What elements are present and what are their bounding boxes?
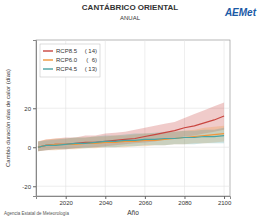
y-tick: -20	[22, 184, 36, 190]
x-tick: 2100	[218, 196, 232, 206]
x-tick-mark	[224, 196, 225, 199]
y-axis: -20 0 20	[22, 41, 36, 197]
legend-swatch	[43, 68, 53, 69]
legend-count: ( 13)	[85, 66, 97, 72]
grid-line	[105, 40, 106, 196]
grid-line	[36, 108, 230, 109]
x-axis-title: Año	[127, 209, 139, 216]
x-tick-mark	[105, 196, 106, 199]
legend-label: RCP8.5	[56, 48, 78, 54]
series-line	[38, 116, 224, 147]
y-tick-label: 0	[28, 145, 32, 151]
grid	[36, 40, 230, 196]
y-tick-label: 20	[24, 106, 31, 112]
y-tick: 0	[28, 145, 36, 151]
x-tick-mark	[184, 196, 185, 199]
legend-swatch	[43, 50, 53, 51]
legend-label: RCP4.5	[56, 66, 78, 72]
legend-count: ( 14)	[85, 48, 97, 54]
plot: 20202040206020802100-20020RCP8.5( 14)RCP…	[22, 40, 232, 206]
x-tick: 2040	[99, 196, 113, 206]
y-tick-mark	[33, 108, 36, 109]
chart: CANTÁBRICO ORIENTAL ANUAL AEMet 2020 2040 206…	[0, 0, 260, 218]
series-line	[38, 134, 224, 148]
legend-label: RCP6.0	[56, 57, 78, 63]
x-tick-label: 2100	[218, 200, 232, 206]
y-axis-title: Cambio duración olas de calor (días)	[5, 69, 11, 167]
x-tick-mark	[145, 196, 146, 199]
x-tick: 2020	[60, 196, 74, 206]
legend-box	[40, 44, 100, 77]
subtitle: ANUAL	[120, 15, 141, 21]
x-axis-line	[37, 197, 231, 200]
data-layer	[38, 102, 224, 151]
y-tick: 20	[24, 106, 36, 112]
x-axis: 2020 2040 2060 2080 2100	[37, 196, 232, 206]
uncertainty-band	[38, 102, 224, 151]
x-tick: 2080	[178, 196, 192, 206]
legend-swatch	[43, 59, 53, 60]
logo: AEMet	[224, 7, 257, 18]
x-tick-label: 2060	[139, 200, 153, 206]
plot-frame	[36, 40, 230, 196]
y-tick-mark	[33, 147, 36, 148]
x-tick-label: 2020	[60, 200, 74, 206]
x-tick-label: 2040	[99, 200, 113, 206]
legend-count: ( 6)	[86, 57, 97, 63]
y-tick-label: -20	[22, 184, 31, 190]
grid-line	[36, 186, 230, 187]
grid-line	[144, 40, 145, 196]
y-axis-line	[33, 41, 37, 197]
series-line	[38, 136, 224, 148]
title: CANTÁBRICO ORIENTAL	[82, 3, 178, 12]
y-tick-mark	[33, 186, 36, 187]
x-tick-label: 2080	[178, 200, 192, 206]
x-tick-mark	[66, 196, 67, 199]
x-tick: 2060	[139, 196, 153, 206]
legend: RCP8.5 ( 14) RCP6.0 ( 6) RCP4.5 ( 13)	[40, 44, 100, 77]
source: Agencia Estatal de Meteorología	[4, 211, 70, 216]
